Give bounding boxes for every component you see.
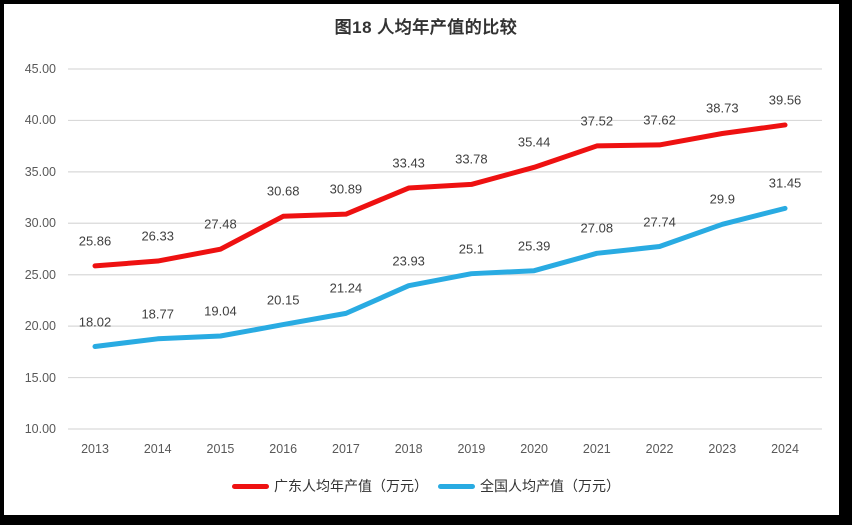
x-tick-label: 2018 xyxy=(394,442,423,456)
y-tick-label: 30.00 xyxy=(24,216,56,231)
x-tick-label: 2013 xyxy=(81,442,109,456)
data-label-series-1: 19.04 xyxy=(204,303,237,319)
data-label-series-1: 25.1 xyxy=(458,241,485,257)
x-tick-label: 2024 xyxy=(771,442,799,456)
data-label-series-0: 25.86 xyxy=(78,233,112,249)
data-label-series-1: 18.02 xyxy=(78,314,112,329)
x-tick-label: 2014 xyxy=(143,442,172,456)
data-label-series-0: 26.33 xyxy=(141,228,174,244)
x-tick-label: 2019 xyxy=(457,442,486,456)
legend-item-guangdong: 广东人均年产值（万元） xyxy=(232,476,428,496)
x-tick-label: 2016 xyxy=(269,442,298,456)
frame-border-right xyxy=(839,0,852,525)
data-label-series-1: 18.77 xyxy=(141,306,174,322)
x-tick-label: 2017 xyxy=(332,442,360,456)
legend: 广东人均年产值（万元） 全国人均产值（万元） xyxy=(0,476,852,496)
y-tick-label: 45.00 xyxy=(24,62,56,76)
data-label-series-1: 27.74 xyxy=(643,214,676,230)
legend-line-blue-icon xyxy=(438,483,475,489)
data-label-series-1: 27.08 xyxy=(580,220,614,236)
data-label-series-1: 20.15 xyxy=(266,292,300,308)
data-label-series-0: 38.73 xyxy=(706,100,739,116)
data-label-series-1: 29.9 xyxy=(709,191,735,207)
data-label-series-1: 21.24 xyxy=(329,280,363,296)
chart-title: 图18 人均年产值的比较 xyxy=(334,18,518,37)
frame-border-bottom xyxy=(0,515,852,525)
series-line-0 xyxy=(92,122,788,269)
x-tick-label: 2023 xyxy=(708,442,737,456)
data-label-series-0: 30.89 xyxy=(329,181,363,197)
legend-line-red-icon xyxy=(232,483,269,489)
data-label-series-0: 39.56 xyxy=(768,92,802,108)
data-label-series-0: 35.44 xyxy=(517,134,551,150)
legend-label-national: 全国人均产值（万元） xyxy=(480,478,620,494)
x-tick-label: 2022 xyxy=(645,442,674,456)
data-label-series-1: 25.39 xyxy=(517,238,551,254)
x-tick-label: 2021 xyxy=(582,442,611,456)
frame-border-top xyxy=(0,0,852,4)
legend-item-national: 全国人均产值（万元） xyxy=(438,476,620,496)
data-label-series-0: 33.78 xyxy=(455,151,488,167)
y-tick-label: 10.00 xyxy=(24,422,56,436)
data-label-series-0: 30.68 xyxy=(266,183,300,199)
data-label-series-0: 37.62 xyxy=(643,112,676,128)
legend-label-guangdong: 广东人均年产值（万元） xyxy=(274,478,428,494)
series-line-1 xyxy=(92,205,788,350)
y-tick-label: 35.00 xyxy=(24,164,56,179)
data-label-series-1: 31.45 xyxy=(768,175,802,191)
data-label-series-0: 37.52 xyxy=(580,113,614,129)
data-label-series-0: 33.43 xyxy=(392,155,425,171)
frame-border-left xyxy=(0,0,4,525)
y-tick-label: 15.00 xyxy=(24,370,56,385)
y-tick-label: 25.00 xyxy=(24,267,56,282)
y-tick-label: 40.00 xyxy=(24,113,56,128)
data-label-series-0: 27.48 xyxy=(204,216,237,232)
y-tick-label: 20.00 xyxy=(24,319,56,334)
x-tick-label: 2015 xyxy=(206,442,235,456)
x-tick-label: 2020 xyxy=(520,442,549,456)
data-label-series-1: 23.93 xyxy=(392,253,425,269)
